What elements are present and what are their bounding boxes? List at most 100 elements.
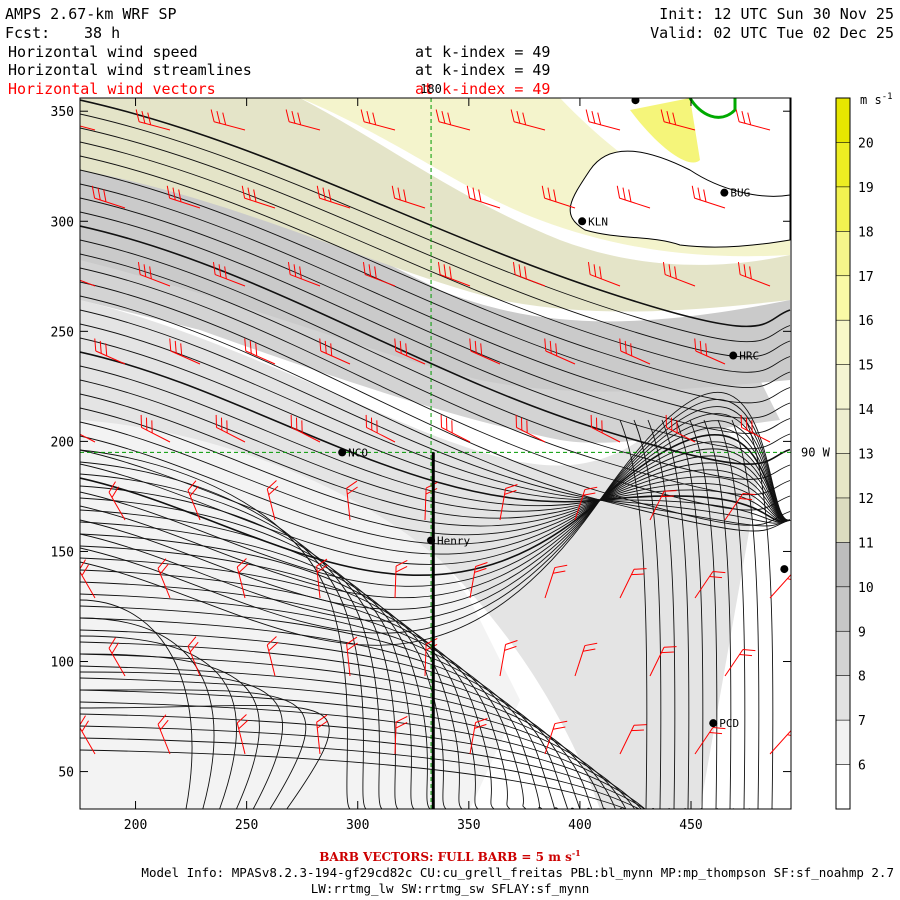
grid-labels: 180 90 W xyxy=(420,82,830,459)
streamline-74 xyxy=(80,671,283,809)
stations xyxy=(338,98,789,728)
streamline-7 xyxy=(80,197,791,434)
wind-barb-0 xyxy=(80,121,96,131)
wind-barb-85 xyxy=(769,729,791,755)
station-marker-6 xyxy=(631,98,640,105)
parallel-label: 90 W xyxy=(801,445,831,459)
colorbar-label-12: 18 xyxy=(858,225,874,240)
colorbar-unit: m s-1 xyxy=(860,92,893,107)
wind-barb-69 xyxy=(266,636,279,677)
wind-barb-6 xyxy=(510,109,546,131)
wind-barb-12 xyxy=(241,185,276,209)
streamline-12 xyxy=(80,267,791,511)
wind-barb-80 xyxy=(394,715,408,755)
wind-barb-15 xyxy=(466,185,501,209)
streamline-66 xyxy=(703,419,732,809)
wind-barb-49 xyxy=(187,480,201,521)
streamline-48 xyxy=(80,617,575,809)
wind-barb-56 xyxy=(724,492,756,521)
streamline-27 xyxy=(80,434,791,577)
colorbar-label-9: 15 xyxy=(858,359,874,374)
streamline-58 xyxy=(80,737,735,809)
wind-barb-62 xyxy=(469,562,488,599)
streamline-14 xyxy=(80,295,791,532)
wind-barb-20 xyxy=(137,262,171,287)
y-tick-label-3: 200 xyxy=(51,435,74,450)
streamline-35 xyxy=(80,461,367,809)
streamline-53 xyxy=(80,677,655,809)
streamline-38 xyxy=(80,497,415,809)
streamline-64 xyxy=(675,419,704,809)
x-tick-label-5: 450 xyxy=(679,818,702,833)
x-tick-label-4: 400 xyxy=(568,818,591,833)
wind-barb-72 xyxy=(499,640,518,677)
station-marker-1 xyxy=(720,188,729,197)
model-info: Model Info: MPASv8.2.3-194-gf29cd82c CU:… xyxy=(141,865,894,880)
wind-barb-1 xyxy=(135,109,171,131)
x-tick-label-2: 300 xyxy=(346,818,369,833)
wind-barb-43 xyxy=(440,414,471,443)
wind-barb-78 xyxy=(236,714,249,755)
wind-barb-11 xyxy=(166,185,201,209)
wind-barb-21 xyxy=(212,262,246,287)
x-tick-label-3: 350 xyxy=(457,818,480,833)
streamline-75 xyxy=(80,689,307,809)
station-marker-0 xyxy=(578,217,587,226)
shading-band-2 xyxy=(80,300,760,809)
wind-barb-48 xyxy=(108,481,126,521)
shading-band-5 xyxy=(80,98,790,312)
station-marker-4 xyxy=(427,536,436,545)
streamline-63 xyxy=(661,419,690,809)
wind-barb-59 xyxy=(236,558,249,599)
streamline-43 xyxy=(80,557,495,809)
colorbar-segment-7 xyxy=(836,453,850,498)
wind-barb-18 xyxy=(691,185,726,209)
streamline-72 xyxy=(80,635,237,809)
colorbar-segment-6 xyxy=(836,497,850,543)
streamline-57 xyxy=(80,725,719,809)
wind-barb-25 xyxy=(512,262,546,287)
wind-barb-67 xyxy=(108,637,126,677)
wind-barb-5 xyxy=(435,109,471,131)
field-2-name: Horizontal wind streamlines xyxy=(8,61,252,79)
streamline-41 xyxy=(80,533,463,809)
streamline-62 xyxy=(647,419,676,809)
wind-barb-7 xyxy=(585,109,621,131)
wind-barb-36 xyxy=(619,338,651,365)
station-label-4: Henry xyxy=(437,534,470,547)
streamline-60 xyxy=(619,419,648,809)
colorbar-segment-2 xyxy=(836,675,850,721)
wind-barb-35 xyxy=(544,338,576,365)
colorbar-segment-8 xyxy=(836,409,850,454)
fcst-value: 38 h xyxy=(84,24,120,42)
wind-barb-47 xyxy=(740,414,771,443)
wind-barb-33 xyxy=(394,338,426,365)
wind-barb-9 xyxy=(735,109,771,131)
wind-barb-38 xyxy=(80,427,96,443)
wind-barb-68 xyxy=(187,636,201,677)
colorbar-segment-12 xyxy=(836,231,850,276)
init-time: Init: 12 UTC Sun 30 Nov 25 xyxy=(659,5,894,23)
colorbar-label-8: 14 xyxy=(858,403,874,418)
wind-barb-84 xyxy=(694,726,726,755)
streamline-73 xyxy=(80,653,260,809)
streamline-76 xyxy=(80,705,330,809)
colorbar-segment-11 xyxy=(836,275,850,321)
wind-barb-37 xyxy=(694,338,726,365)
colorbar-segment-10 xyxy=(836,320,850,365)
streamline-22 xyxy=(80,407,791,527)
streamline-61 xyxy=(633,419,662,809)
shading-band-7 xyxy=(630,98,700,163)
streamline-68 xyxy=(731,419,760,809)
wind-barb-44 xyxy=(515,414,546,443)
streamline-34 xyxy=(80,449,351,809)
plot-area xyxy=(80,98,791,809)
wind-barb-14 xyxy=(391,185,426,209)
streamline-55 xyxy=(80,701,687,809)
wind-barb-34 xyxy=(469,338,501,365)
axes: 200 250 300 350 400 450 50 100 150 200 250 300 350 xyxy=(51,98,791,833)
wind-barb-51 xyxy=(346,480,358,521)
header: AMPS 2.67-km WRF SP Fcst: 38 h Init: 12 … xyxy=(5,5,894,98)
streamline-51 xyxy=(80,653,623,809)
x-tick-label-1: 250 xyxy=(235,818,258,833)
